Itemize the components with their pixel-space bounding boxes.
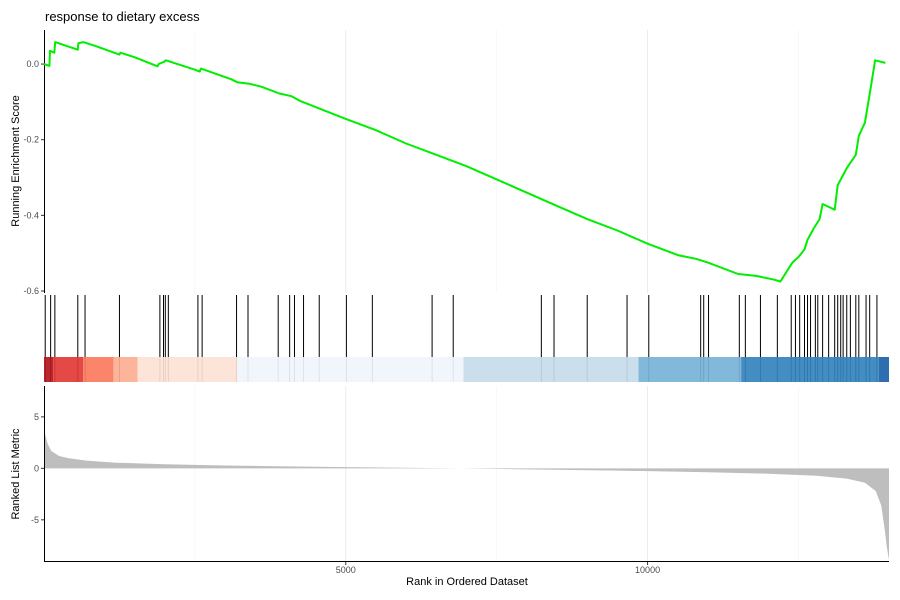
color-band [44,357,54,382]
x-axis-ticks: 5000 10000 [336,562,660,575]
metric-y-axis-title: Ranked List Metric [10,428,22,520]
ranked-metric-area [44,418,889,560]
rank-color-bar [44,357,889,382]
x-tick-label: 10000 [635,565,660,575]
x-tick-label: 5000 [336,565,356,575]
color-band [237,357,464,382]
chart-title: response to dietary excess [45,9,200,24]
metric-y-axis-ticks: 5 0 -5 [31,412,44,525]
metric-y-tick-label: 0 [34,463,39,473]
es-y-tick-label: -0.6 [23,286,39,296]
color-band [638,357,742,382]
hits-panel [44,295,889,382]
es-panel: 0.0 -0.2 -0.4 -0.6 Running Enrichment Score [10,30,886,296]
running-es-line [43,41,886,283]
color-band [741,357,879,382]
x-axis-title: Rank in Ordered Dataset [406,576,528,588]
es-y-axis-ticks: 0.0 -0.2 -0.4 -0.6 [23,59,44,296]
color-band [113,357,138,382]
es-y-axis-title: Running Enrichment Score [10,95,22,226]
es-gridlines [194,30,799,293]
metric-y-tick-label: -5 [31,515,39,525]
color-band [463,357,639,382]
color-band [878,357,889,382]
color-band [137,357,238,382]
metric-panel: 5 0 -5 5000 10000 Ranked List Metric Rank i… [10,386,889,588]
metric-gridlines [194,386,799,561]
color-band [83,357,114,382]
es-y-tick-label: -0.4 [23,210,39,220]
es-y-tick-label: 0.0 [26,59,39,69]
color-band [53,357,84,382]
es-y-tick-label: -0.2 [23,135,39,145]
metric-y-tick-label: 5 [34,412,39,422]
